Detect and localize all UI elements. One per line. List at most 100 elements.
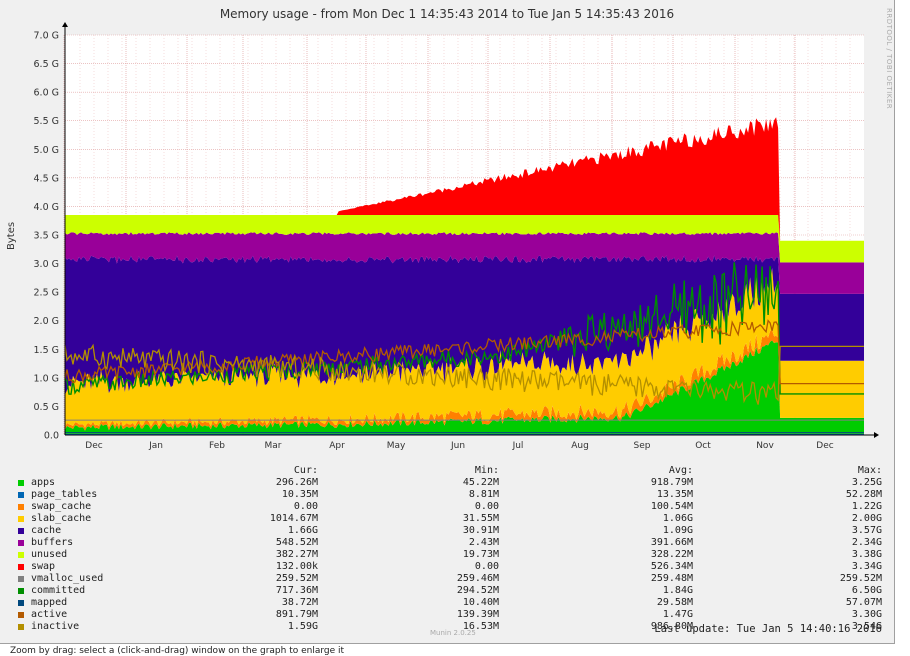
legend-cur: 891.79M bbox=[275, 609, 318, 620]
legend-name: unused bbox=[31, 549, 68, 560]
legend-row-inactive: inactive 1.59G 16.53M 986.80M 3.54G bbox=[18, 621, 884, 633]
legend-min: 10.40M bbox=[462, 597, 499, 608]
munin-version: Munin 2.0.25 bbox=[430, 629, 476, 637]
y-tick-label: 3.0 G bbox=[34, 259, 60, 270]
legend-swatch bbox=[18, 552, 24, 558]
legend-cur: 0.00 bbox=[293, 501, 318, 512]
y-tick-label: 3.5 G bbox=[34, 231, 60, 242]
legend-min: 2.43M bbox=[468, 537, 499, 548]
x-tick-label: Nov bbox=[756, 441, 774, 451]
legend-row-swap: swap 132.00k 0.00 526.34M 3.34G bbox=[18, 561, 884, 573]
legend-name: swap_cache bbox=[31, 501, 92, 512]
legend-min: 0.00 bbox=[474, 501, 499, 512]
legend-swatch bbox=[18, 480, 24, 486]
legend-name: swap bbox=[31, 561, 56, 572]
legend-avg: 1.09G bbox=[662, 525, 693, 536]
legend-row-cache: cache 1.66G 30.91M 1.09G 3.57G bbox=[18, 525, 884, 537]
legend-max: 3.57G bbox=[851, 525, 882, 536]
last-update: Last update: Tue Jan 5 14:40:16 2016 bbox=[654, 623, 882, 635]
y-tick-label: 6.5 G bbox=[34, 59, 60, 70]
legend-max: 3.34G bbox=[851, 561, 882, 572]
legend-name: apps bbox=[31, 477, 56, 488]
legend-row-slab-cache: slab_cache 1014.67M 31.55M 1.06G 2.00G bbox=[18, 513, 884, 525]
header-min: Min: bbox=[474, 465, 499, 476]
x-axis-arrow bbox=[874, 432, 879, 438]
legend-max: 3.25G bbox=[851, 477, 882, 488]
legend-avg: 1.06G bbox=[662, 513, 693, 524]
legend: Cur: Min: Avg: Max: apps 296.26M 45.22M 918… bbox=[18, 465, 884, 633]
y-tick-label: 7.0 G bbox=[34, 31, 60, 42]
legend-min: 31.55M bbox=[462, 513, 499, 524]
area-unused bbox=[65, 215, 864, 263]
legend-swatch bbox=[18, 528, 24, 534]
y-tick-label: 5.5 G bbox=[34, 116, 60, 127]
area-swap bbox=[65, 117, 864, 241]
legend-avg: 1.84G bbox=[662, 585, 693, 596]
legend-cur: 38.72M bbox=[281, 597, 318, 608]
y-axis-arrow bbox=[62, 22, 68, 27]
legend-max: 6.50G bbox=[851, 585, 882, 596]
legend-avg: 1.47G bbox=[662, 609, 693, 620]
legend-swatch bbox=[18, 504, 24, 510]
legend-max: 3.38G bbox=[851, 549, 882, 560]
legend-name: inactive bbox=[31, 621, 80, 632]
legend-swatch bbox=[18, 612, 24, 618]
rrdtool-watermark: RRDTOOL / TOBI OETIKER bbox=[885, 8, 893, 110]
legend-swatch bbox=[18, 516, 24, 522]
legend-avg: 259.48M bbox=[650, 573, 693, 584]
legend-cur: 296.26M bbox=[275, 477, 318, 488]
x-tick-label: May bbox=[387, 441, 406, 451]
legend-name: slab_cache bbox=[31, 513, 92, 524]
legend-max: 52.28M bbox=[845, 489, 882, 500]
legend-name: vmalloc_used bbox=[31, 573, 104, 584]
legend-rows: apps 296.26M 45.22M 918.79M 3.25G page_tables… bbox=[18, 477, 884, 633]
legend-cur: 259.52M bbox=[275, 573, 318, 584]
zoom-hint: Zoom by drag: select a (click-and-drag) … bbox=[10, 646, 345, 656]
legend-min: 30.91M bbox=[462, 525, 499, 536]
legend-swatch bbox=[18, 492, 24, 498]
y-tick-label: 5.0 G bbox=[34, 145, 60, 156]
legend-name: buffers bbox=[31, 537, 74, 548]
legend-min: 19.73M bbox=[462, 549, 499, 560]
legend-avg: 986.80M bbox=[650, 621, 693, 632]
legend-name: mapped bbox=[31, 597, 68, 608]
legend-avg: 526.34M bbox=[650, 561, 693, 572]
line-series bbox=[64, 262, 864, 434]
legend-cur: 132.00k bbox=[275, 561, 318, 572]
legend-max: 2.34G bbox=[851, 537, 882, 548]
graph-panel: Memory usage - from Mon Dec 1 14:35:43 2… bbox=[0, 0, 895, 644]
x-tick-label: Oct bbox=[695, 441, 711, 451]
legend-row-apps: apps 296.26M 45.22M 918.79M 3.25G bbox=[18, 477, 884, 489]
legend-min: 16.53M bbox=[462, 621, 499, 632]
legend-swatch bbox=[18, 540, 24, 546]
legend-name: committed bbox=[31, 585, 86, 596]
legend-cur: 1.66G bbox=[287, 525, 318, 536]
y-tick-label: 1.5 G bbox=[34, 345, 60, 356]
legend-cur: 548.52M bbox=[275, 537, 318, 548]
x-tick-label: Jan bbox=[148, 441, 163, 451]
y-tick-label: 2.5 G bbox=[34, 288, 60, 299]
legend-min: 139.39M bbox=[456, 609, 499, 620]
memory-usage-chart[interactable]: 0.0 0.5 G 1.0 G 1.5 G 2.0 G 2.5 G 3.0 G 3.5 G 4.… bbox=[0, 0, 894, 462]
legend-cur: 382.27M bbox=[275, 549, 318, 560]
legend-swatch bbox=[18, 624, 24, 630]
x-tick-labels: Dec Jan Feb Mar Apr May Jun Jul Aug Sep Oct Nov Dec bbox=[85, 441, 833, 451]
x-tick-label: Mar bbox=[265, 441, 282, 451]
x-tick-label: Dec bbox=[85, 441, 102, 451]
legend-row-committed: committed 717.36M 294.52M 1.84G 6.50G bbox=[18, 585, 884, 597]
legend-max: 1.22G bbox=[851, 501, 882, 512]
legend-cur: 1014.67M bbox=[269, 513, 318, 524]
legend-cur: 717.36M bbox=[275, 585, 318, 596]
legend-min: 259.46M bbox=[456, 573, 499, 584]
area-apps bbox=[65, 340, 864, 434]
legend-min: 294.52M bbox=[456, 585, 499, 596]
legend-row-unused: unused 382.27M 19.73M 328.22M 3.38G bbox=[18, 549, 884, 561]
header-max: Max: bbox=[857, 465, 882, 476]
y-tick-label: 0.0 bbox=[44, 431, 59, 442]
legend-min: 45.22M bbox=[462, 477, 499, 488]
legend-row-page-tables: page_tables 10.35M 8.81M 13.35M 52.28M bbox=[18, 489, 884, 501]
area-buffers bbox=[65, 232, 864, 294]
x-tick-label: Jun bbox=[450, 441, 465, 451]
legend-header: Cur: Min: Avg: Max: bbox=[18, 465, 884, 477]
legend-swatch bbox=[18, 600, 24, 606]
